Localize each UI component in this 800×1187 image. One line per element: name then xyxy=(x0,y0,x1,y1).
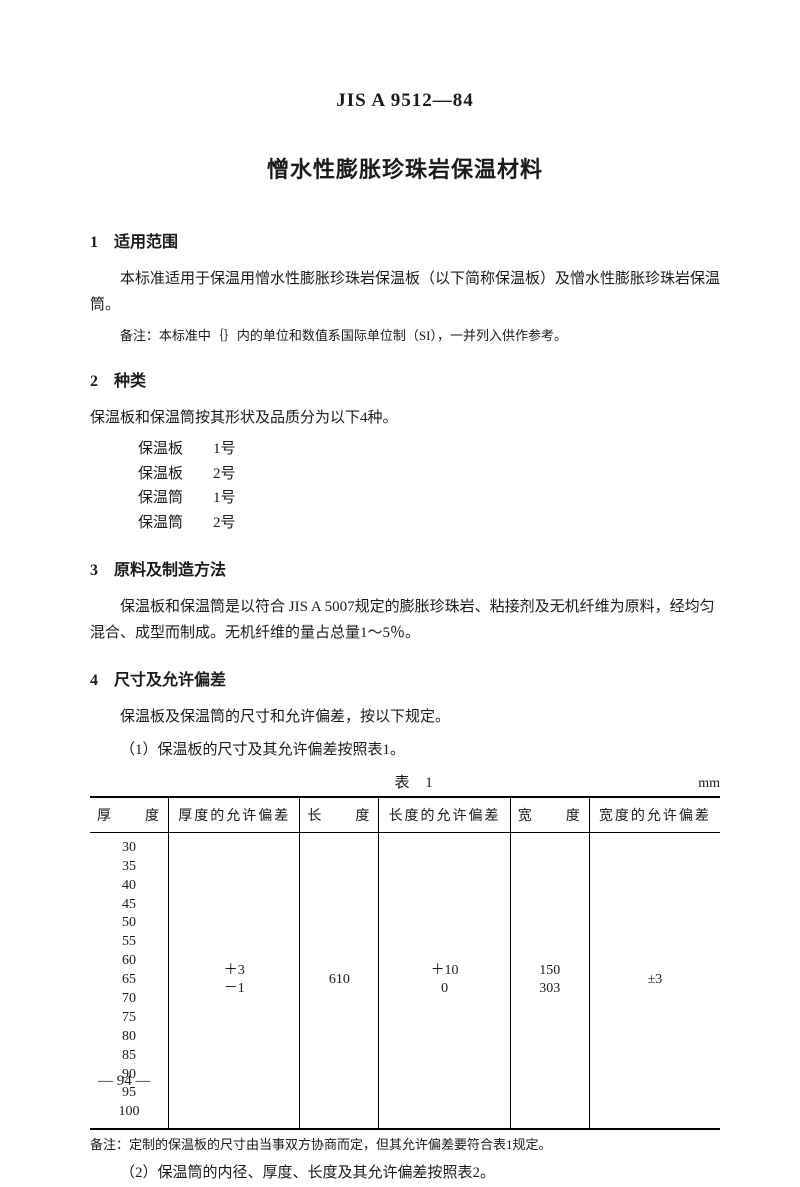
type-list: 保温板 1号 保温板 2号 保温筒 1号 保温筒 2号 xyxy=(138,437,720,536)
width-bot: 303 xyxy=(539,981,560,996)
col-length: 长 度 xyxy=(300,797,379,833)
type-number: 2号 xyxy=(213,462,258,487)
col-thickness-tol: 厚度的允许偏差 xyxy=(169,797,300,833)
section-4-p3: （2）保温筒的内径、厚度、长度及其允许偏差按照表2。 xyxy=(90,1160,720,1186)
section-2-heading: 2 种类 xyxy=(90,367,720,391)
table-row: 30 35 40 45 50 55 60 65 70 75 80 85 90 9… xyxy=(90,832,720,1129)
type-row: 保温筒 1号 xyxy=(138,486,720,511)
type-name: 保温筒 xyxy=(138,486,213,511)
section-1-paragraph: 本标准适用于保温用憎水性膨胀珍珠岩保温板（以下简称保温板）及憎水性膨胀珍珠岩保温… xyxy=(90,266,720,319)
cell-width: 150 303 xyxy=(510,832,589,1129)
section-4-p1: 保温板及保温筒的尺寸和允许偏差，按以下规定。 xyxy=(90,704,720,730)
cell-width-tol: ±3 xyxy=(589,832,720,1129)
len-tol-bot: 0 xyxy=(441,981,448,996)
section-4-p2: （1）保温板的尺寸及其允许偏差按照表1。 xyxy=(90,737,720,763)
col-width: 宽 度 xyxy=(510,797,589,833)
type-name: 保温板 xyxy=(138,437,213,462)
cell-thickness-tol: ＋3 －1 xyxy=(169,832,300,1129)
type-row: 保温板 1号 xyxy=(138,437,720,462)
section-3-heading: 3 原料及制造方法 xyxy=(90,556,720,580)
type-name: 保温筒 xyxy=(138,511,213,536)
table-title-row: 表 1 mm xyxy=(90,771,720,792)
col-thickness: 厚 度 xyxy=(90,797,169,833)
type-number: 1号 xyxy=(213,486,258,511)
page-number: — 94 — xyxy=(98,1073,151,1090)
len-tol-top: ＋10 xyxy=(431,963,459,978)
col-length-tol: 长度的允许偏差 xyxy=(379,797,510,833)
type-number: 1号 xyxy=(213,437,258,462)
cell-length-tol: ＋10 0 xyxy=(379,832,510,1129)
standard-code: JIS A 9512—84 xyxy=(90,90,720,112)
section-3-paragraph: 保温板和保温筒是以符合 JIS A 5007规定的膨胀珍珠岩、粘接剂及无机纤维为… xyxy=(90,594,720,647)
type-row: 保温板 2号 xyxy=(138,462,720,487)
table-footnote: 备注：定制的保温板的尺寸由当事双方协商而定，但其允许偏差要符合表1规定。 xyxy=(90,1134,720,1156)
thick-tol-bot: －1 xyxy=(224,981,245,996)
section-2-intro: 保温板和保温筒按其形状及品质分为以下4种。 xyxy=(90,405,720,431)
section-4-heading: 4 尺寸及允许偏差 xyxy=(90,666,720,690)
type-number: 2号 xyxy=(213,511,258,536)
cell-length: 610 xyxy=(300,832,379,1129)
dimensions-table: 厚 度 厚度的允许偏差 长 度 长度的允许偏差 宽 度 宽度的允许偏差 30 3… xyxy=(90,796,720,1130)
section-1-note: 备注：本标准中｛｝内的单位和数值系国际单位制（SI），一并列入供作参考。 xyxy=(90,325,720,347)
table-unit: mm xyxy=(698,776,720,792)
type-name: 保温板 xyxy=(138,462,213,487)
document-title: 憎水性膨胀珍珠岩保温材料 xyxy=(90,152,720,184)
width-top: 150 xyxy=(539,963,560,978)
type-row: 保温筒 2号 xyxy=(138,511,720,536)
col-width-tol: 宽度的允许偏差 xyxy=(589,797,720,833)
table-caption: 表 1 xyxy=(135,771,698,792)
table-header-row: 厚 度 厚度的允许偏差 长 度 长度的允许偏差 宽 度 宽度的允许偏差 xyxy=(90,797,720,833)
thick-tol-top: ＋3 xyxy=(224,963,245,978)
section-1-heading: 1 适用范围 xyxy=(90,228,720,252)
